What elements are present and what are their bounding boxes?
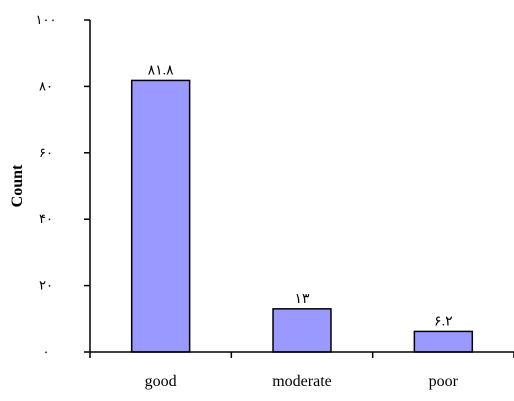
- y-tick-label: ۶٠: [39, 145, 53, 160]
- bars: [130, 79, 474, 353]
- bar-poor: [413, 330, 474, 353]
- data-label-poor: ۶.٢: [434, 314, 453, 329]
- y-tick-label: ٠: [43, 344, 50, 359]
- y-tick-label: ٢٠: [39, 278, 53, 293]
- x-tick-label-moderate: moderate: [272, 373, 332, 390]
- x-tick-label-good: good: [145, 373, 177, 390]
- y-tick-label: ١٠٠: [36, 12, 57, 27]
- data-label-good: ٨١.٨: [148, 63, 175, 78]
- y-tick-label: ٨٠: [39, 78, 53, 93]
- bar-good: [130, 79, 191, 353]
- y-axis-title: Count: [9, 164, 26, 207]
- bar-moderate: [272, 308, 332, 353]
- x-tick-label-poor: poor: [429, 373, 459, 390]
- data-label-moderate: ١٣: [294, 292, 310, 307]
- data-labels: ٨١.٨ ١٣ ۶.٢: [148, 63, 453, 329]
- y-axis-ticks: ٠ ٢٠ ۴٠ ۶٠ ٨٠ ١٠٠: [36, 12, 90, 359]
- x-axis-ticks: good moderate poor: [89, 352, 514, 390]
- y-tick-label: ۴٠: [39, 211, 53, 226]
